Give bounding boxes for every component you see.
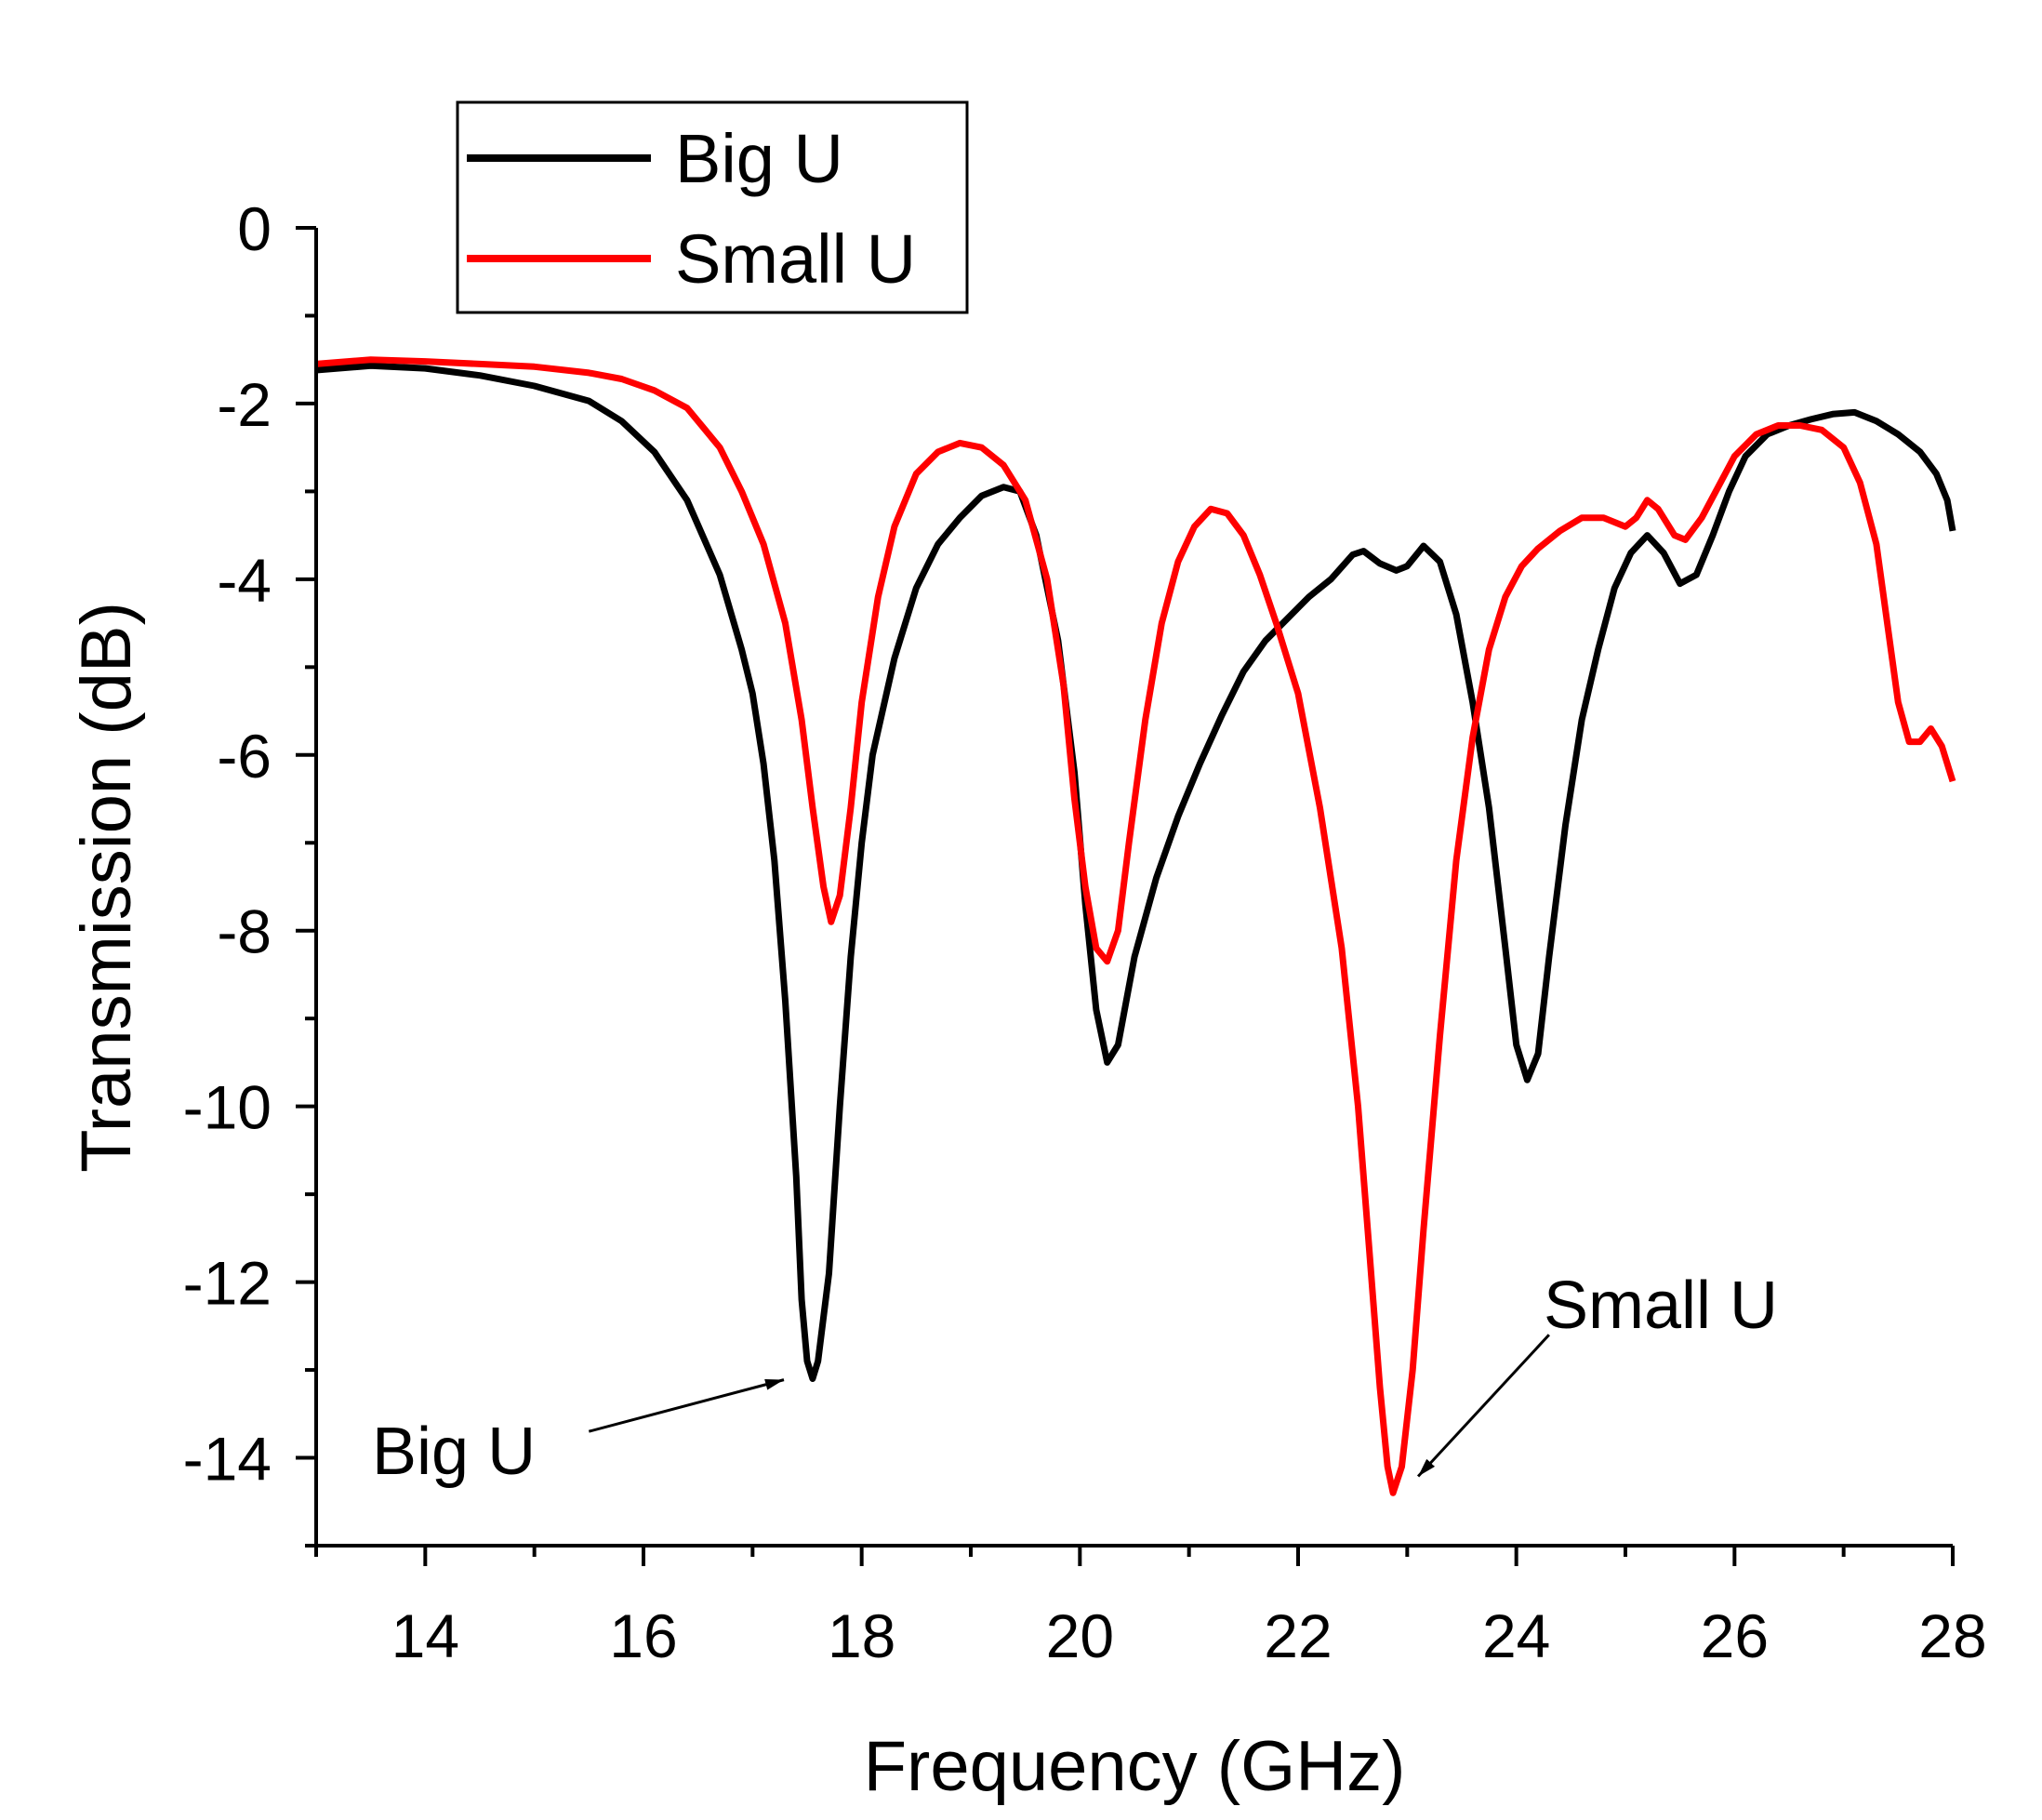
legend: Big U Small U [456, 100, 969, 314]
annotation-arrow-big-u [588, 1378, 785, 1433]
annotation-label-small-u: Small U [1544, 1269, 1778, 1343]
legend-label-small-u: Small U [675, 220, 916, 298]
x-tick-label: 18 [828, 1601, 895, 1670]
y-tick-label: -10 [183, 1073, 272, 1142]
x-tick-label: 20 [1046, 1601, 1114, 1670]
y-ticks [296, 226, 316, 1548]
annotations: Big U Small U [372, 1269, 1778, 1489]
series-line-big-u [315, 362, 1956, 1382]
x-tick-label: 28 [1918, 1601, 1986, 1670]
x-tick-label: 24 [1482, 1601, 1550, 1670]
y-tick-label: -2 [217, 370, 272, 439]
y-tick-label: -4 [217, 546, 272, 615]
x-axis-title: Frequency (GHz) [864, 1727, 1406, 1806]
x-tick-label: 16 [609, 1601, 677, 1670]
annotation-arrow-small-u [1416, 1334, 1550, 1478]
x-tick-label: 22 [1264, 1601, 1332, 1670]
x-tick-label: 26 [1701, 1601, 1769, 1670]
x-tick-label: 14 [391, 1601, 459, 1670]
y-tick-labels: 0 -2 -4 -6 -8 -10 -12 -14 [183, 194, 272, 1494]
y-axis-title: Transmission (dB) [67, 602, 146, 1173]
annotation-label-big-u: Big U [372, 1415, 536, 1489]
legend-label-big-u: Big U [675, 120, 843, 197]
series-line-small-u [315, 356, 1956, 1496]
y-tick-label: -12 [183, 1249, 272, 1318]
x-tick-labels: 14 16 18 20 22 24 26 28 [391, 1601, 1987, 1670]
x-ticks [314, 1546, 1955, 1566]
axes: 14 16 18 20 22 24 26 28 0 -2 -4 -6 -8 -10 -12 -14 [183, 194, 1987, 1670]
plot-lines [315, 356, 1956, 1496]
legend-box [456, 100, 969, 314]
y-tick-label: -6 [217, 722, 272, 790]
y-tick-label: -14 [183, 1425, 272, 1494]
y-tick-label: 0 [237, 194, 272, 263]
y-tick-label: -8 [217, 897, 272, 966]
